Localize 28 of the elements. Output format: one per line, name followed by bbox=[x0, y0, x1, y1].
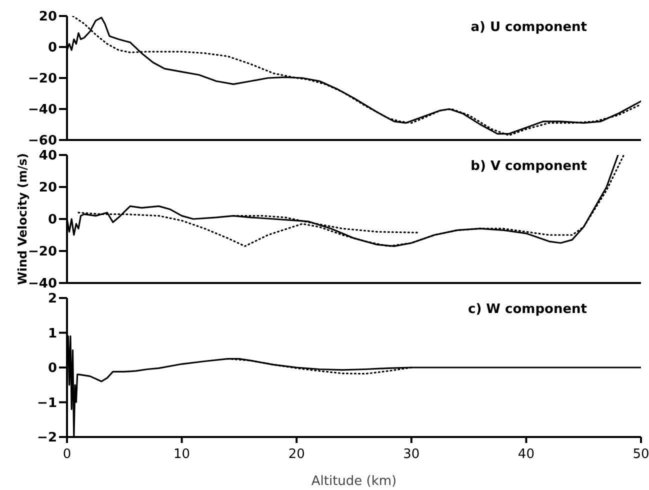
x-tick-label: 40 bbox=[518, 447, 534, 462]
y-tick-label: 0 bbox=[48, 361, 57, 376]
y-tick-label: −2 bbox=[37, 430, 57, 446]
x-tick-label: 30 bbox=[403, 447, 420, 462]
chart-title: b) V component bbox=[470, 159, 587, 174]
chart-title: a) U component bbox=[470, 20, 587, 35]
y-tick-label: 20 bbox=[38, 10, 57, 25]
x-tick-label: 50 bbox=[632, 447, 649, 462]
y-tick-label: −40 bbox=[28, 102, 57, 118]
x-tick-label: 10 bbox=[174, 447, 190, 462]
chart-title: c) W component bbox=[468, 302, 587, 317]
y-axis-title: Wind Velocity (m/s) bbox=[15, 153, 30, 285]
y-tick-label: 40 bbox=[38, 148, 57, 164]
line-series bbox=[226, 358, 412, 375]
x-axis-title: Altitude (km) bbox=[311, 474, 397, 489]
y-tick-label: 0 bbox=[48, 40, 57, 56]
x-tick-label: 0 bbox=[62, 447, 72, 462]
line-series bbox=[232, 215, 418, 234]
y-tick-label: −60 bbox=[28, 134, 57, 149]
y-tick-label: 20 bbox=[38, 180, 57, 196]
y-tick-label: −1 bbox=[37, 396, 57, 411]
y-tick-label: 2 bbox=[48, 292, 57, 307]
y-tick-label: −20 bbox=[28, 72, 57, 87]
y-tick-label: −20 bbox=[28, 244, 57, 260]
y-tick-label: −40 bbox=[28, 276, 57, 292]
x-tick-label: 20 bbox=[288, 447, 305, 462]
y-tick-label: 1 bbox=[48, 326, 57, 342]
y-tick-label: 0 bbox=[48, 212, 57, 228]
